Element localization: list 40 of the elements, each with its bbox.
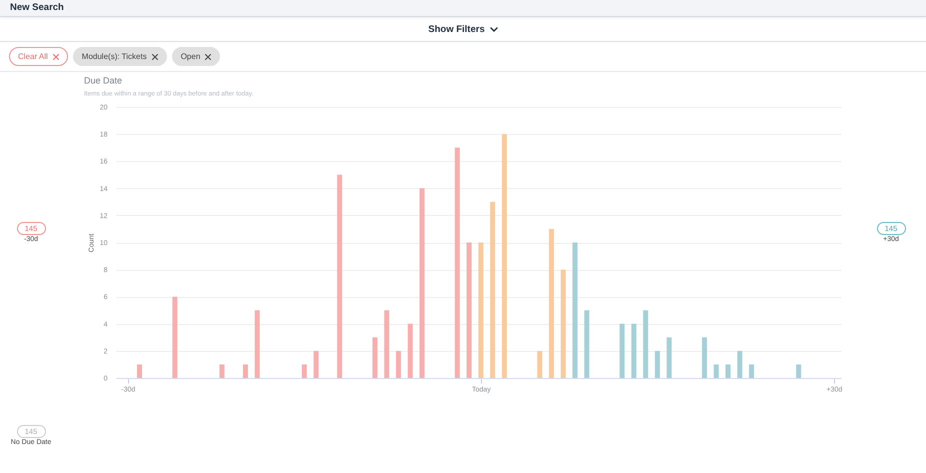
bar bbox=[737, 350, 742, 378]
bar bbox=[466, 242, 472, 378]
bar bbox=[560, 270, 566, 378]
bar bbox=[242, 364, 248, 378]
bar bbox=[384, 310, 390, 378]
bar bbox=[572, 242, 578, 378]
bar bbox=[454, 148, 460, 378]
bar bbox=[654, 350, 660, 378]
bar bbox=[478, 242, 484, 378]
bar bbox=[643, 310, 648, 378]
bar bbox=[749, 364, 754, 378]
bar bbox=[396, 350, 401, 378]
bar bbox=[796, 364, 802, 378]
bar bbox=[584, 310, 590, 378]
bar bbox=[372, 337, 378, 378]
text: Show Filters bbox=[428, 24, 485, 34]
text: Module(s): Tickets bbox=[82, 52, 147, 61]
bar bbox=[137, 364, 142, 378]
bar bbox=[490, 202, 496, 378]
bar bbox=[408, 324, 413, 378]
text: New Search bbox=[10, 2, 64, 13]
bar bbox=[702, 337, 707, 378]
bar bbox=[726, 364, 731, 378]
bar bbox=[620, 324, 625, 378]
bar bbox=[219, 364, 224, 378]
bar bbox=[314, 350, 319, 378]
bar bbox=[420, 188, 425, 378]
bar bbox=[631, 324, 636, 378]
text: Open bbox=[180, 52, 200, 61]
text: Clear All bbox=[18, 52, 48, 61]
bar bbox=[337, 174, 342, 378]
bar bbox=[302, 364, 307, 378]
chart-title: Due Date bbox=[84, 76, 122, 86]
bar bbox=[254, 310, 260, 378]
bar bbox=[172, 296, 178, 378]
bar bbox=[502, 134, 507, 378]
bar bbox=[537, 350, 542, 378]
bar bbox=[548, 228, 554, 378]
bar bbox=[714, 364, 719, 378]
bar bbox=[666, 337, 672, 378]
